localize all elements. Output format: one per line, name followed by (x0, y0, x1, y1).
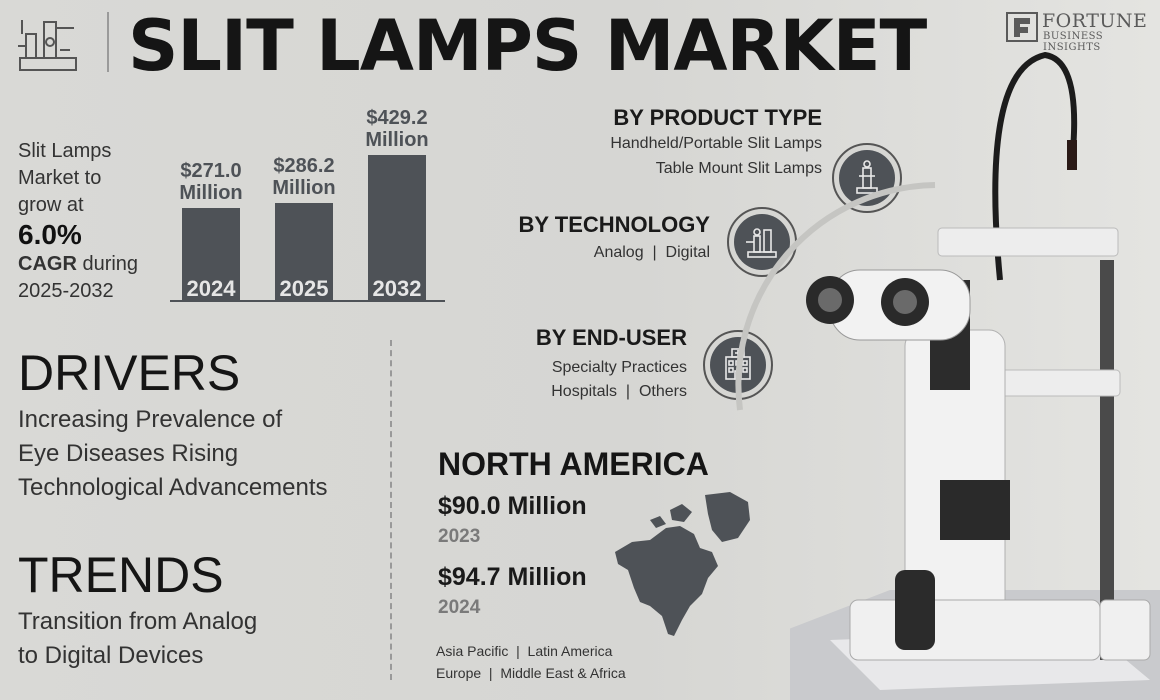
product-type-line-1: Handheld/Portable Slit Lamps (610, 135, 822, 152)
cagr-line: CAGR during (18, 251, 148, 278)
header-separator (107, 12, 109, 72)
slit-lamp-icon (18, 20, 77, 71)
driver-line: Eye Diseases Rising (18, 440, 239, 467)
bar-year-label: 2024 (186, 276, 236, 301)
product-type-heading: BY PRODUCT TYPE (613, 105, 822, 130)
bar-year-label: 2032 (372, 276, 422, 301)
growth-line-2: Market to (18, 167, 102, 189)
segment-arc (735, 182, 936, 411)
logo-subtitle: BUSINESS INSIGHTS (1043, 31, 1104, 53)
trend-line: Transition from Analog (18, 608, 258, 635)
driver-line: Increasing Prevalence of (18, 406, 283, 433)
slit-lamp-product-image (790, 51, 1160, 700)
microscope-icon (746, 228, 777, 258)
end-user-heading: BY END-USER (535, 325, 687, 350)
brand-logo: FORTUNE BUSINESS INSIGHTS (1006, 10, 1148, 53)
cagr-during: during (76, 253, 139, 275)
slit-lamp-icon (856, 160, 878, 194)
bar-value-label: $286.2 Million (272, 155, 336, 199)
trends-heading: TRENDS (18, 547, 224, 603)
cagr-period: 2025-2032 (18, 280, 114, 302)
north-america-map-icon (615, 492, 750, 636)
other-regions-line-1: Asia Pacific | Latin America (436, 643, 613, 659)
region-year-2023: 2023 (438, 526, 481, 547)
trend-line: to Digital Devices (18, 642, 204, 669)
growth-line-3: grow at (18, 194, 84, 216)
bar-year-label: 2025 (279, 276, 329, 301)
other-regions: Asia Pacific | Latin America Europe | Mi… (436, 640, 626, 684)
bar-2024: 2024 (182, 208, 240, 301)
product-type-line-2: Table Mount Slit Lamps (655, 160, 822, 177)
drivers-list: Increasing Prevalence of Eye Diseases Ri… (18, 403, 328, 505)
driver-line: Technological Advancements (18, 474, 328, 501)
cagr-label: CAGR (18, 253, 77, 275)
bar-2025: 2025 (275, 203, 333, 301)
end-user-line-1: Specialty Practices (551, 359, 687, 376)
drivers-heading: DRIVERS (18, 345, 241, 401)
region-value-2024: $94.7 Million (438, 563, 587, 591)
bar-2032: 2032 (368, 155, 426, 301)
page-title: SLIT LAMPS MARKET (128, 5, 927, 87)
region-value-2023: $90.0 Million (438, 492, 587, 520)
end-user-line-2: Hospitals | Others (551, 383, 687, 400)
logo-name: FORTUNE (1042, 10, 1148, 32)
cagr-rate: 6.0% (18, 219, 82, 250)
section-divider (390, 340, 392, 680)
growth-line-1: Slit Lamps (18, 140, 112, 162)
bar-value-label: $429.2 Million (365, 107, 429, 151)
technology-heading: BY TECHNOLOGY (518, 212, 710, 237)
region-year-2024: 2024 (438, 597, 481, 618)
chart-baseline (170, 300, 445, 302)
other-regions-line-2: Europe | Middle East & Africa (436, 665, 626, 681)
fortune-logo-icon (1006, 12, 1038, 42)
trends-list: Transition from Analog to Digital Device… (18, 605, 257, 673)
market-size-bar-chart: 2024 $271.0 Million 2025 $286.2 Million 2032 $4… (170, 100, 450, 302)
growth-statement: Slit Lamps Market to grow at 6.0% CAGR d… (18, 138, 148, 305)
technology-line-1: Analog | Digital (593, 244, 710, 261)
bar-value-label: $271.0 Million (179, 160, 243, 204)
region-heading: NORTH AMERICA (438, 446, 709, 482)
